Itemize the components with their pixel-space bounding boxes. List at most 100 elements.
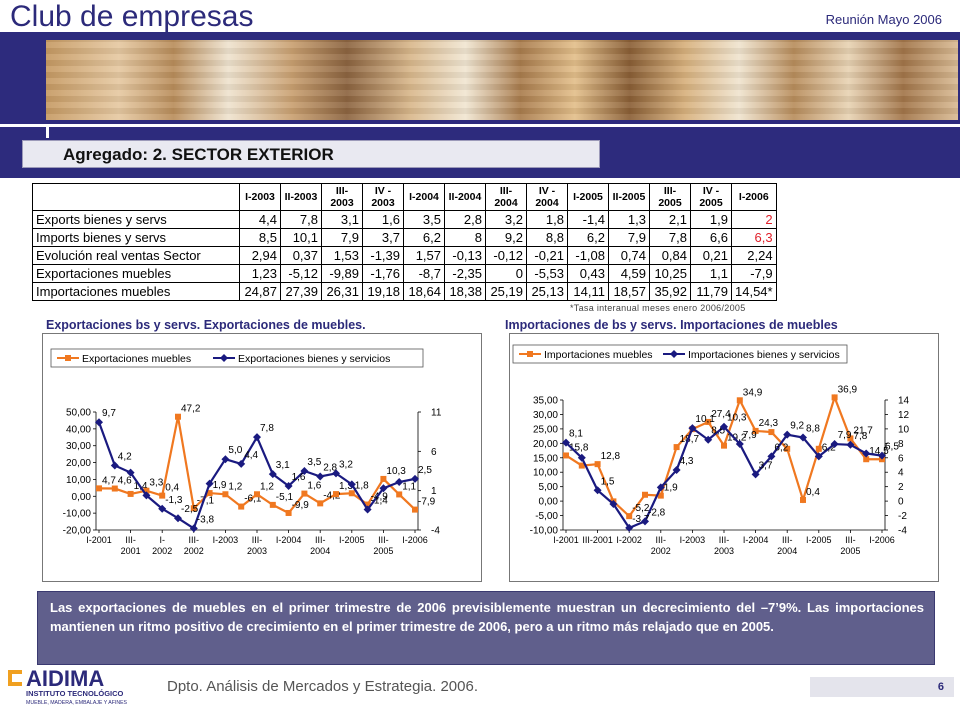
legend-label: Exportaciones bienes y servicios (238, 353, 390, 365)
y2-tick-label: -4 (431, 526, 440, 537)
column-header: I-2003 (239, 183, 281, 211)
table-cell: 1,57 (403, 246, 445, 265)
column-header: III- 2003 (321, 183, 363, 211)
data-label: 27,4 (711, 409, 731, 420)
table-cell: 7,9 (321, 228, 363, 247)
data-label: 1,5 (601, 476, 615, 487)
data-label: 10,3 (727, 413, 747, 424)
x-tick-label: I-2005 (339, 535, 365, 545)
table-row: Imports bienes y servs 8,5 10,1 7,9 3,7 6,2 8 9… (32, 228, 777, 247)
data-point (783, 430, 792, 439)
data-point (95, 418, 103, 427)
legend-box (50, 348, 424, 368)
data-point (284, 481, 293, 490)
table-note: *Tasa interanual meses enero 2006/2005 (570, 303, 746, 313)
data-label: 4,7 (102, 475, 116, 486)
data-point (174, 514, 182, 523)
header-photo-texture (46, 40, 958, 120)
x-tick-label: III-2002 (184, 535, 204, 556)
table-cell: -1,08 (567, 246, 609, 265)
data-point (688, 424, 697, 433)
data-point (253, 433, 261, 442)
table-cell: 0,21 (690, 246, 732, 265)
data-label: 2,8 (323, 463, 337, 474)
data-label: -1,3 (165, 495, 183, 506)
table-cell: 0,43 (567, 264, 609, 283)
table-cell: 10,25 (649, 264, 691, 283)
data-label: -2,5 (181, 504, 199, 515)
data-label: 3,7 (759, 460, 773, 471)
table-cell: 1,53 (321, 246, 363, 265)
data-label: 9,2 (790, 421, 804, 432)
data-point (238, 503, 245, 510)
y-tick-label: 10,00 (66, 475, 91, 486)
exports-chart: Exportaciones muebles Exportaciones biene… (42, 333, 482, 582)
data-point (815, 445, 822, 452)
data-point (594, 461, 601, 468)
x-tick-label: III-2002 (651, 535, 671, 556)
column-header: I-2005 (567, 183, 609, 211)
data-label: 19,2 (727, 433, 747, 444)
data-point (705, 418, 712, 425)
data-point (379, 484, 388, 493)
data-point (412, 506, 418, 513)
data-label: 7,8 (853, 431, 867, 442)
table-cell: 11,79 (690, 282, 732, 301)
column-header: II-2003 (280, 183, 322, 211)
x-tick-label: I-2005 (806, 535, 832, 545)
table-cell: -0,12 (485, 246, 527, 265)
data-point (609, 500, 618, 508)
legend-label: Importaciones bienes y servicios (688, 349, 840, 361)
data-label: -9,9 (292, 500, 310, 511)
table-corner (32, 183, 240, 211)
y-tick-label: -5,00 (535, 511, 558, 522)
y2-tick-label: 12 (898, 410, 910, 421)
x-tick-label: III-2005 (840, 535, 860, 556)
data-point (222, 491, 229, 498)
brand-title: Club de empresas (10, 0, 254, 33)
data-label: 21,7 (853, 425, 873, 436)
data-point (831, 394, 838, 401)
data-point (563, 452, 569, 459)
table-cell: 4,4 (239, 210, 281, 229)
data-point (142, 491, 151, 500)
data-point (300, 467, 309, 475)
legend-marker (670, 350, 678, 358)
column-header: IV - 2005 (690, 183, 732, 211)
x-tick-label: III-2001 (121, 535, 141, 556)
data-label: 3,5 (307, 457, 321, 468)
x-tick-label: III-2003 (247, 535, 267, 556)
data-label: 1,6 (292, 472, 306, 483)
data-point (768, 429, 775, 436)
y2-tick-label: 14 (898, 396, 910, 407)
table-cell: 6,2 (567, 228, 609, 247)
data-label: 12,8 (601, 451, 621, 462)
data-point (800, 496, 806, 503)
data-label: 7,8 (260, 423, 274, 434)
summary-text: Las exportaciones de muebles en el prime… (37, 591, 935, 665)
table-cell: -8,7 (403, 264, 445, 283)
data-point (720, 422, 728, 431)
table-cell: 6,6 (690, 228, 732, 247)
legend-marker (65, 355, 71, 361)
data-point (363, 505, 372, 514)
column-header: IV - 2004 (526, 183, 568, 211)
data-label: 8,5 (711, 426, 725, 437)
y-tick-label: 30,00 (533, 410, 558, 421)
data-point (364, 501, 371, 508)
divider (0, 124, 960, 127)
indicators-table: I-2003 II-2003 III- 2003 IV - 2003 I-2004 II-… (32, 183, 777, 301)
data-label: 0,4 (806, 487, 820, 498)
data-point (110, 461, 119, 470)
column-header: II-2004 (444, 183, 486, 211)
data-point (625, 523, 634, 532)
table-cell: 8 (444, 228, 486, 247)
x-tick-label: I-2003 (213, 535, 239, 545)
table-cell: 25,13 (526, 282, 568, 301)
y-tick-label: -20,00 (63, 526, 92, 537)
table-cell: 3,1 (321, 210, 363, 229)
data-point (395, 478, 404, 487)
data-point (641, 517, 649, 526)
data-point (301, 490, 308, 497)
data-point (673, 444, 680, 451)
